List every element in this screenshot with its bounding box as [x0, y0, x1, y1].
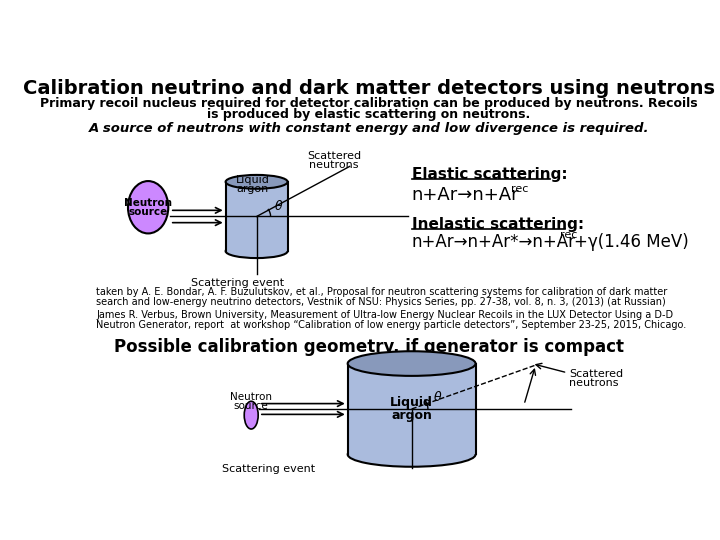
- Text: Scattered: Scattered: [307, 151, 361, 161]
- Text: Scattering event: Scattering event: [222, 464, 315, 474]
- Text: Neutron: Neutron: [124, 198, 172, 207]
- Ellipse shape: [225, 244, 287, 258]
- Text: neutrons: neutrons: [569, 378, 618, 388]
- Ellipse shape: [244, 401, 258, 429]
- Text: Calibration neutrino and dark matter detectors using neutrons: Calibration neutrino and dark matter det…: [23, 79, 715, 98]
- Text: Neutron: Neutron: [230, 392, 272, 402]
- Text: is produced by elastic scattering on neutrons.: is produced by elastic scattering on neu…: [207, 108, 531, 121]
- Text: argon: argon: [237, 184, 269, 194]
- Text: A source of neutrons with constant energy and low divergence is required.: A source of neutrons with constant energ…: [89, 122, 649, 135]
- Ellipse shape: [348, 351, 476, 376]
- Text: source: source: [234, 401, 269, 411]
- Text: Possible calibration geometry, if generator is compact: Possible calibration geometry, if genera…: [114, 338, 624, 356]
- Text: James R. Verbus, Brown University, Measurement of Ultra-low Energy Nuclear Recoi: James R. Verbus, Brown University, Measu…: [96, 309, 673, 320]
- Text: rec: rec: [510, 184, 528, 194]
- Ellipse shape: [348, 442, 476, 467]
- Bar: [348, 363, 476, 455]
- Text: source: source: [128, 207, 168, 217]
- Bar: [225, 182, 287, 251]
- Text: taken by A. E. Bondar, A. F. Buzulutskov, et al., Proposal for neutron scatterin: taken by A. E. Bondar, A. F. Buzulutskov…: [96, 287, 667, 296]
- Text: Elastic scattering:: Elastic scattering:: [412, 167, 567, 182]
- Text: Inelastic scattering:: Inelastic scattering:: [412, 217, 584, 232]
- Text: Neutron Generator, report  at workshop “Calibration of low energy particle detec: Neutron Generator, report at workshop “C…: [96, 320, 686, 329]
- Text: rec: rec: [560, 231, 577, 240]
- Text: $\theta$: $\theta$: [433, 390, 443, 404]
- Text: Liquid: Liquid: [236, 175, 270, 185]
- Text: Primary recoil nucleus required for detector calibration can be produced by neut: Primary recoil nucleus required for dete…: [40, 97, 698, 110]
- Text: n+Ar→n+Ar: n+Ar→n+Ar: [412, 186, 519, 205]
- Text: neutrons: neutrons: [310, 160, 359, 170]
- Text: n+Ar→n+Ar*→n+Ar: n+Ar→n+Ar*→n+Ar: [412, 233, 575, 251]
- Text: search and low-energy neutrino detectors, Vestnik of NSU: Physics Series, pp. 27: search and low-energy neutrino detectors…: [96, 296, 666, 307]
- Ellipse shape: [128, 181, 168, 233]
- Text: Scattering event: Scattering event: [191, 278, 284, 288]
- Text: Liquid: Liquid: [390, 396, 433, 409]
- Text: Scattered: Scattered: [569, 369, 623, 379]
- Text: +γ(1.46 MeV): +γ(1.46 MeV): [574, 233, 688, 251]
- Ellipse shape: [225, 175, 287, 189]
- Text: $\theta$: $\theta$: [274, 199, 283, 213]
- Text: argon: argon: [391, 409, 432, 422]
